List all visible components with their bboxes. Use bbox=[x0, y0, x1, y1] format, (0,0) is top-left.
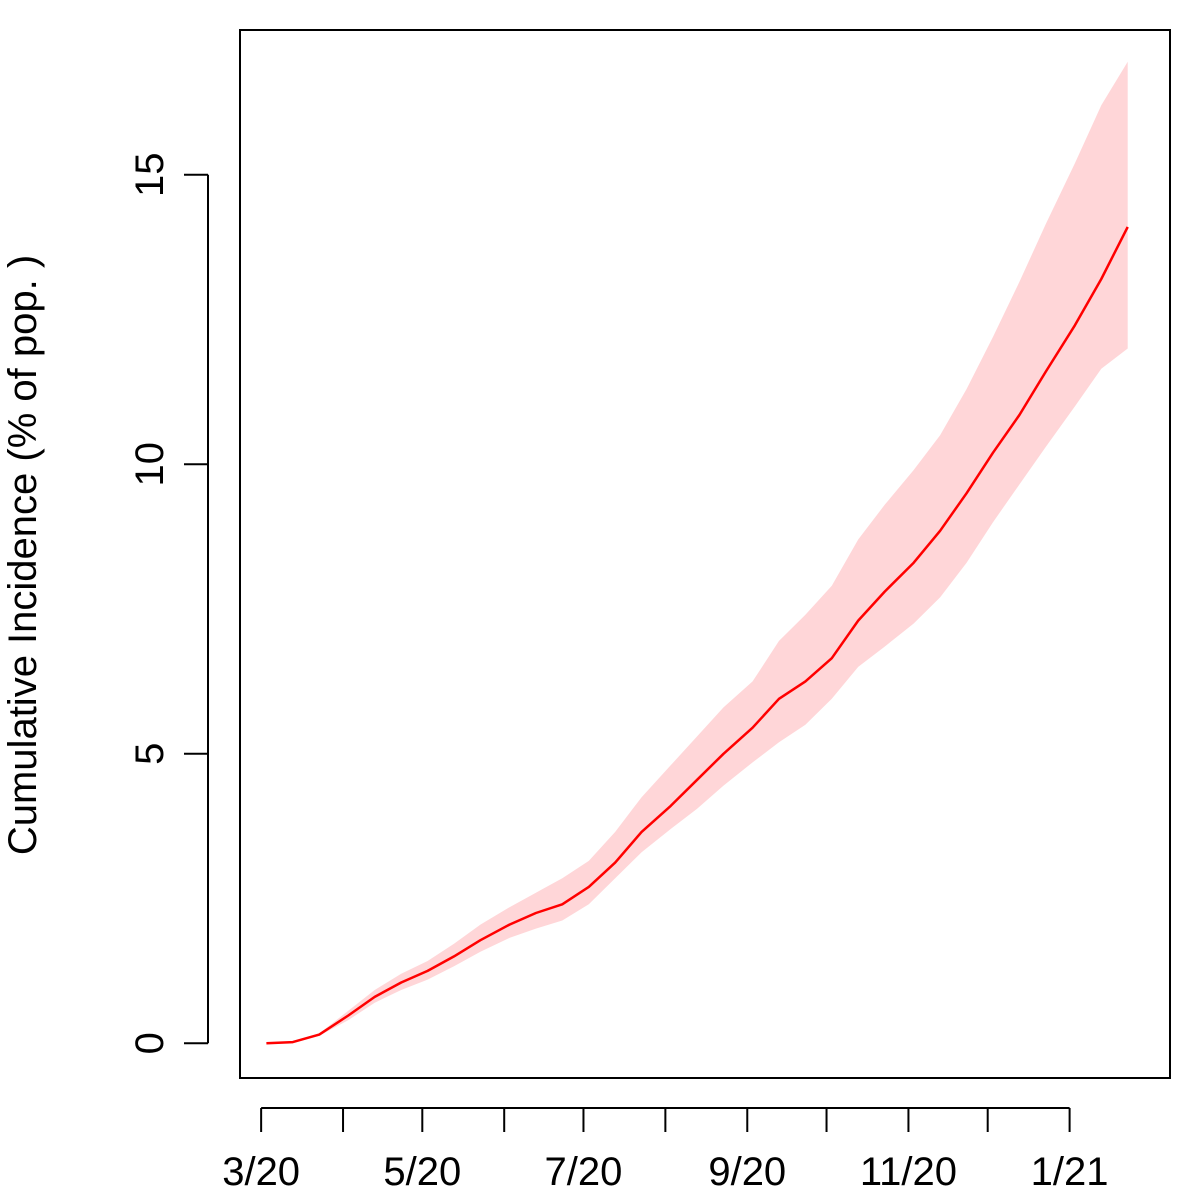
y-axis: 0 5 10 15 bbox=[128, 153, 209, 1054]
x-tick-label: 3/20 bbox=[222, 1150, 300, 1194]
y-tick-label: 10 bbox=[128, 442, 172, 487]
x-tick-label: 7/20 bbox=[545, 1150, 623, 1194]
y-tick-label: 5 bbox=[128, 743, 172, 765]
x-tick-label: 5/20 bbox=[383, 1150, 461, 1194]
y-axis-title: Cumulative Incidence (% of pop. ) bbox=[1, 255, 45, 855]
confidence-band bbox=[266, 61, 1128, 1044]
confidence-band-layer bbox=[266, 61, 1128, 1044]
x-axis: 3/20 5/20 7/20 9/20 11/20 1/21 bbox=[222, 1107, 1109, 1194]
x-tick-label: 9/20 bbox=[708, 1150, 786, 1194]
y-tick-label: 0 bbox=[128, 1032, 172, 1054]
series-line-layer bbox=[266, 226, 1129, 1045]
plot-frame bbox=[239, 29, 1171, 1079]
x-tick-label: 11/20 bbox=[860, 1150, 957, 1194]
x-tick-label: 1/21 bbox=[1031, 1150, 1109, 1194]
y-tick-label: 15 bbox=[128, 153, 172, 198]
series-line bbox=[266, 226, 1129, 1045]
